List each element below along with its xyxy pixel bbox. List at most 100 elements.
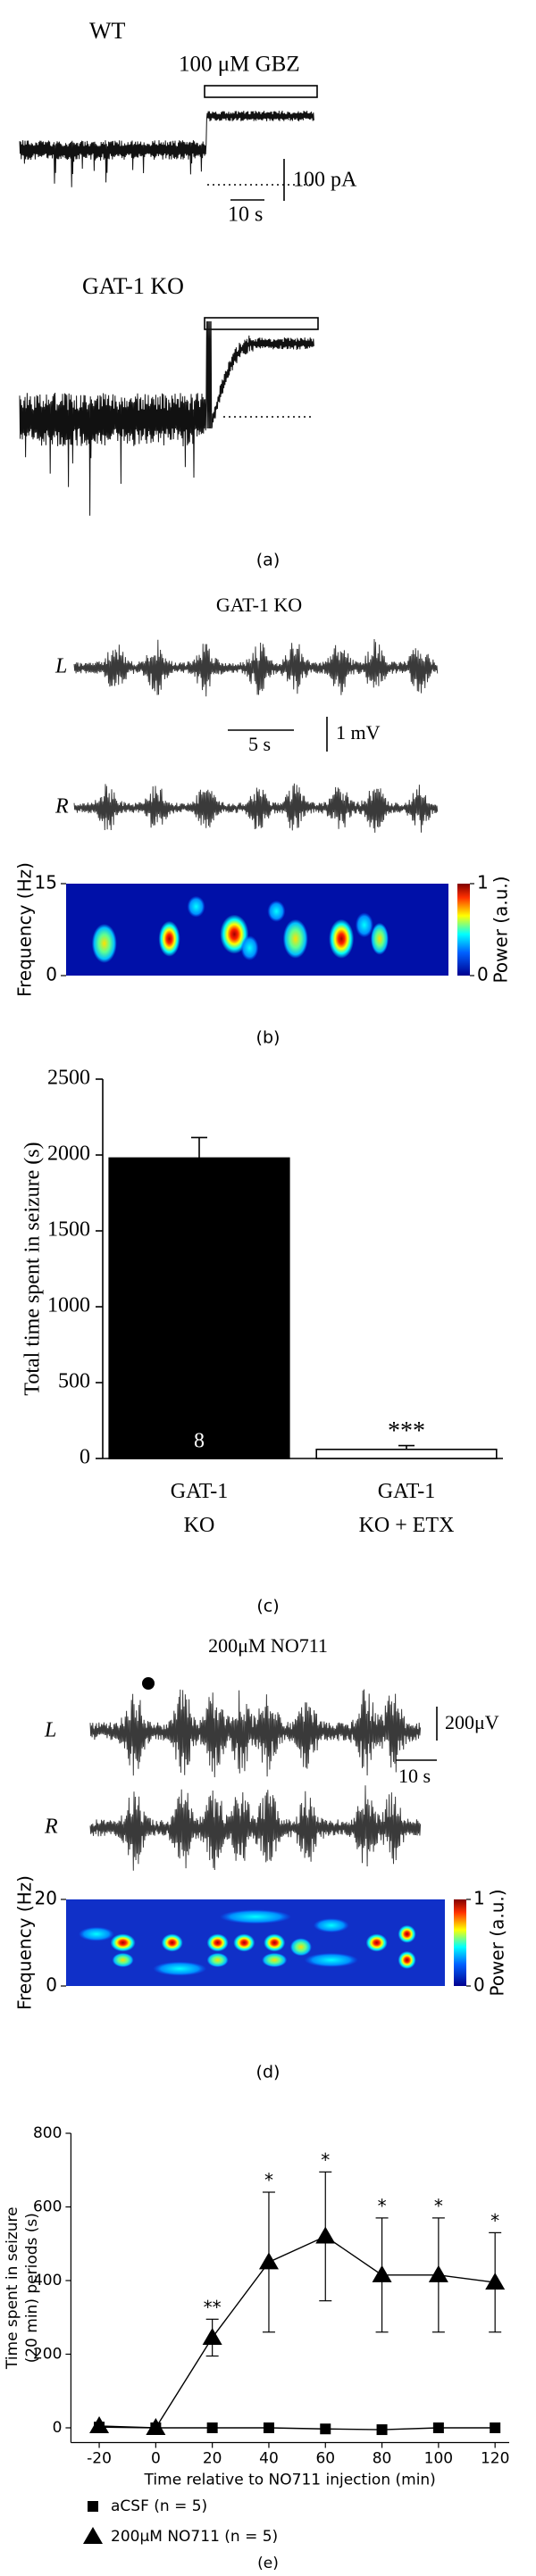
marker [258, 2252, 279, 2270]
colorbar-tick-label: 0 [473, 1974, 485, 1996]
time-scale-label: 10 s [228, 204, 263, 227]
colorbar-tick-label: 0 [477, 964, 489, 985]
y-tick-label: 20 [35, 1888, 57, 1909]
spectrogram-blob [206, 1952, 229, 1967]
panel-label: (d) [256, 2063, 281, 2082]
y-tick-label: 800 [33, 2124, 62, 2142]
legend-label: 200μM NO711 (n = 5) [111, 2528, 278, 2546]
eeg-right [73, 783, 439, 833]
x-tick-label: 0 [151, 2450, 161, 2468]
spectrogram-blob [110, 1933, 136, 1952]
trace-title: 200μM NO711 [208, 1634, 328, 1657]
channel-label: R [44, 1816, 58, 1839]
spectrogram-blob [313, 1918, 349, 1933]
y-tick-label: 2500 [47, 1067, 90, 1090]
spectrogram-blob [187, 895, 205, 918]
bar [315, 1449, 498, 1459]
y-tick-label: 0 [80, 1446, 90, 1469]
wt-trace [19, 110, 314, 187]
y-axis-label: Frequency (Hz) [14, 862, 36, 997]
bar [108, 1157, 290, 1459]
ko-label: GAT-1 KO [82, 273, 184, 299]
colorbar-tick-label: 1 [473, 1888, 485, 1909]
marker [146, 2418, 166, 2435]
y-tick-label: 1000 [47, 1294, 90, 1317]
marker [376, 2424, 388, 2436]
significance-label: *** [388, 1417, 425, 1445]
x-tick-label: 120 [481, 2450, 509, 2468]
eeg-right [89, 1785, 422, 1871]
x-tick-label: 20 [203, 2450, 222, 2468]
marker [263, 2422, 274, 2433]
spectrogram-blob [267, 900, 286, 922]
colorbar [454, 1899, 466, 1986]
x-tick-label: GAT-1 KO [171, 1480, 228, 1537]
significance-label: * [321, 2149, 330, 2171]
y-axis-label: Frequency (Hz) [14, 1875, 36, 2010]
colorbar-label: Power (a.u.) [490, 876, 512, 983]
y-tick-label: 1500 [47, 1218, 90, 1242]
spectrogram-blob [282, 918, 308, 959]
y-tick-label: 400 [33, 2272, 62, 2289]
marker [320, 2423, 331, 2435]
legend-label: aCSF (n = 5) [111, 2497, 207, 2515]
y-axis-label: Time spent in seizure [4, 2206, 21, 2370]
spectrogram-blob [206, 1933, 229, 1952]
marker [432, 2422, 444, 2433]
wt-label: WT [89, 18, 126, 44]
significance-label: * [378, 2195, 387, 2216]
channel-label: R [54, 795, 69, 819]
marker [83, 2527, 103, 2544]
x-tick-label: 40 [259, 2450, 279, 2468]
eeg-left [73, 638, 439, 697]
significance-label: * [264, 2170, 273, 2191]
panel-label: (a) [256, 551, 280, 570]
series-line [99, 2235, 496, 2429]
spectrogram-blob [304, 1952, 358, 1967]
significance-label: * [434, 2195, 443, 2216]
y-axis-label: Total time spent in seizure (s) [21, 1142, 45, 1395]
ko-trace [19, 320, 314, 516]
spectrogram-blob [329, 918, 355, 959]
spectrogram-blob [233, 1933, 255, 1952]
spectrogram-blob [289, 1938, 312, 1957]
panel-label: (e) [257, 2555, 279, 2572]
spectrogram-blob [355, 912, 373, 938]
voltage-scale-label: 1 mV [336, 721, 381, 744]
y-tick-label: 500 [58, 1370, 90, 1393]
series-line [99, 2426, 496, 2431]
channel-label: L [44, 1719, 56, 1742]
x-tick-label: -20 [87, 2450, 112, 2468]
spectrogram-blob [264, 1933, 286, 1952]
marker [206, 2422, 218, 2433]
y-tick-label: 200 [33, 2346, 62, 2364]
spectrogram-blob [370, 922, 389, 955]
spectrogram-blob [158, 920, 180, 957]
spectrogram-blob [112, 1952, 134, 1967]
panel-label: (b) [256, 1028, 281, 1048]
marker [428, 2264, 448, 2282]
marker [315, 2226, 336, 2244]
spectrogram-blob [398, 1950, 416, 1969]
time-scale-label: 10 s [398, 1765, 431, 1787]
colorbar [457, 884, 470, 976]
spectrogram-blob [161, 1933, 183, 1952]
spectrogram-bg [66, 884, 448, 976]
panel-label: (c) [256, 1597, 279, 1616]
event-dot [142, 1677, 155, 1690]
marker [490, 2422, 501, 2433]
drug-bar [204, 85, 318, 98]
marker [88, 2501, 98, 2512]
spectrogram-blob [78, 1926, 114, 1941]
drug-bar [204, 317, 319, 330]
time-scale-label: 5 s [248, 733, 271, 755]
voltage-scale-label: 200μV [445, 1711, 499, 1733]
significance-label: ** [204, 2297, 222, 2318]
marker [89, 2415, 110, 2433]
channel-label: L [54, 655, 67, 678]
colorbar-tick-label: 1 [477, 872, 489, 893]
current-scale-label: 100 pA [293, 169, 357, 192]
spectrogram-blob [91, 923, 117, 963]
y-tick-label: 0 [46, 1974, 57, 1996]
